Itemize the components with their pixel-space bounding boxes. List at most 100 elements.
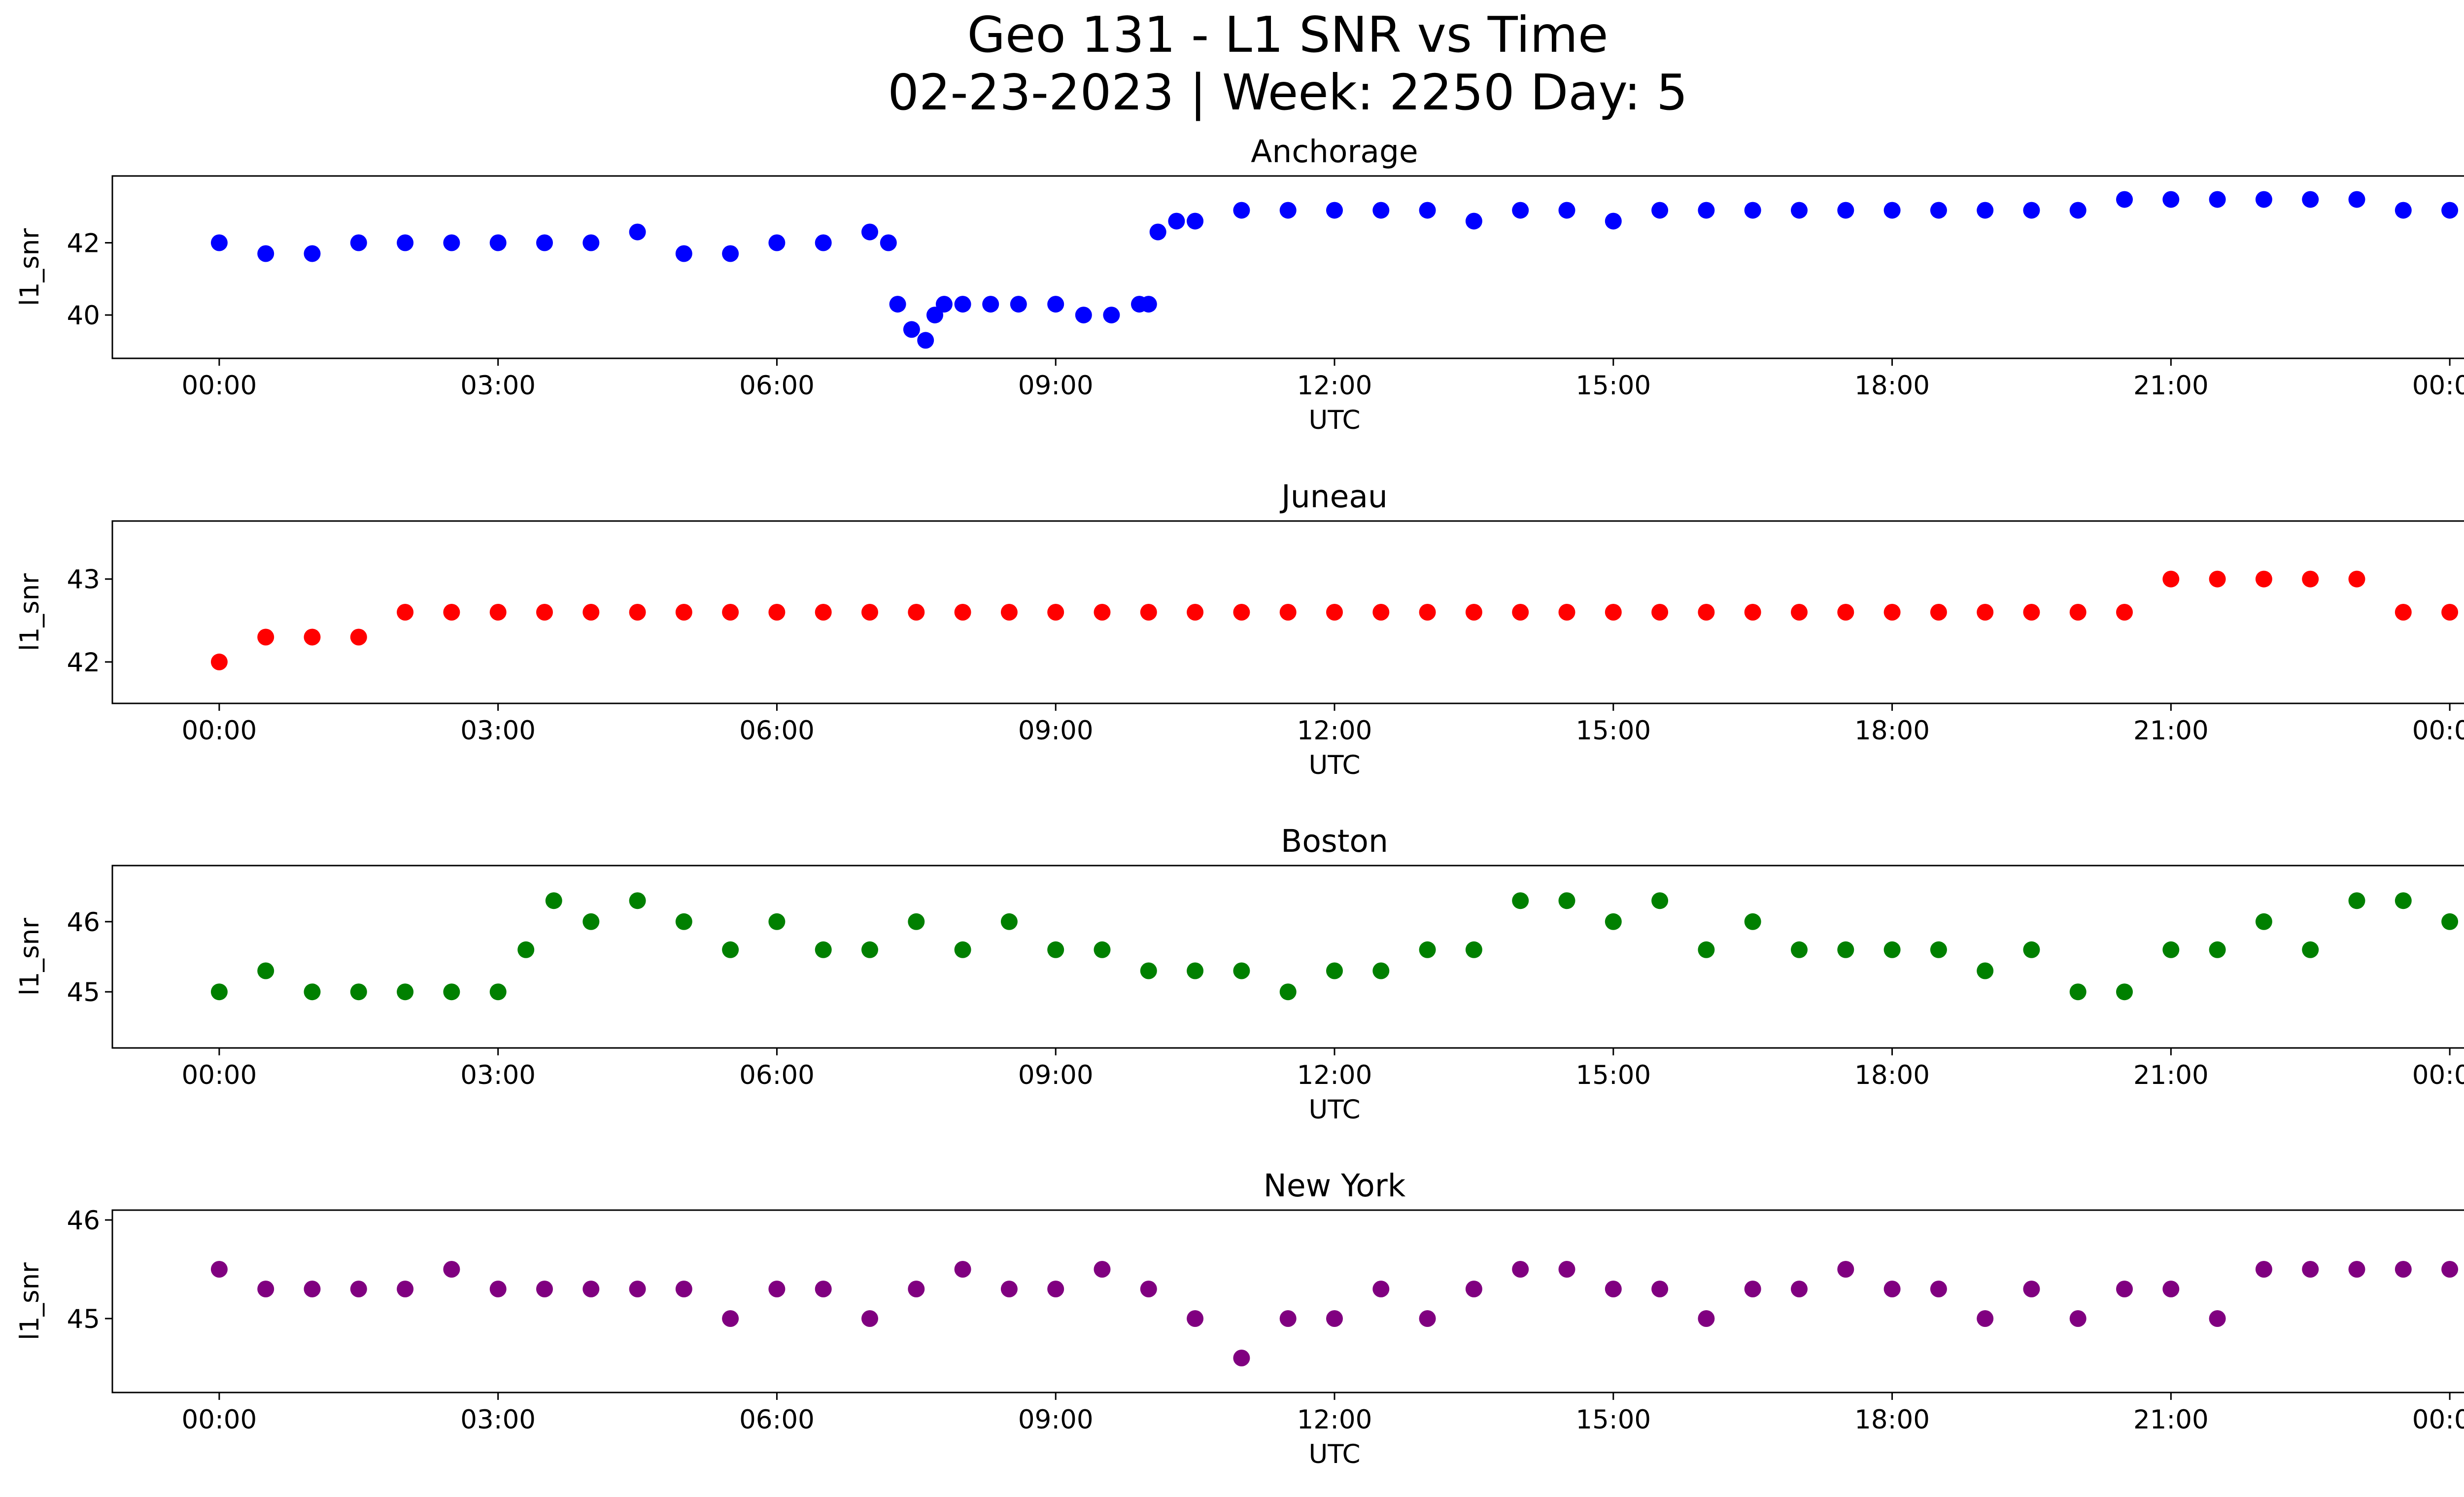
data-point [768, 1281, 786, 1297]
data-point [582, 234, 600, 251]
data-point [2441, 604, 2459, 621]
data-point [629, 1281, 646, 1297]
data-point [1977, 604, 1994, 621]
x-tick-label: 09:00 [1018, 1060, 1094, 1090]
data-point [954, 296, 971, 313]
data-point [1744, 202, 1761, 219]
x-tick-label: 06:00 [739, 371, 815, 401]
data-point [1372, 604, 1390, 621]
data-point [1187, 604, 1204, 621]
data-point [1651, 892, 1669, 909]
subplot-title: Boston [1281, 823, 1388, 859]
data-point [1103, 307, 1120, 324]
data-point [1233, 1350, 1250, 1366]
data-point [1140, 296, 1157, 313]
data-point [1233, 202, 1250, 219]
data-point [2023, 941, 2040, 958]
data-point [982, 296, 999, 313]
x-tick-label: 03:00 [460, 371, 536, 401]
subplot-0: Anchorage 00:00 03:00 06:00 09:00 12:00 15:00 1… [15, 134, 2464, 435]
data-point [582, 913, 600, 930]
data-point [2023, 1281, 2040, 1297]
x-axis-label: UTC [1308, 1095, 1360, 1125]
x-tick-label: 12:00 [1297, 371, 1372, 401]
data-point [2302, 191, 2319, 208]
data-point [1698, 202, 1715, 219]
data-point [1000, 913, 1018, 930]
data-point [1512, 604, 1529, 621]
data-point [1326, 604, 1343, 621]
data-point [1094, 941, 1111, 958]
x-axis-label: UTC [1308, 750, 1360, 780]
data-point [1930, 202, 1947, 219]
data-point [926, 307, 943, 324]
data-point [1930, 604, 1947, 621]
data-point [2209, 1310, 2226, 1327]
data-point [1326, 202, 1343, 219]
data-point [1883, 1281, 1901, 1297]
data-point [768, 234, 786, 251]
data-point [1651, 604, 1669, 621]
data-point [350, 234, 367, 251]
data-point [722, 1310, 739, 1327]
data-point [861, 223, 878, 241]
data-point [954, 941, 971, 958]
data-point [489, 604, 507, 621]
data-point [1791, 941, 1808, 958]
y-tick-label: 45 [67, 1304, 100, 1334]
data-point [2302, 941, 2319, 958]
data-point [1140, 604, 1157, 621]
x-tick-label: 09:00 [1018, 371, 1094, 401]
data-point [1047, 604, 1064, 621]
data-point [954, 1261, 971, 1278]
data-point [2348, 570, 2365, 588]
x-tick-label: 12:00 [1297, 1405, 1372, 1435]
y-tick-label: 40 [67, 301, 100, 331]
data-point [2255, 570, 2272, 588]
data-point [675, 1281, 692, 1297]
data-point [908, 913, 925, 930]
data-point [304, 1281, 321, 1297]
data-point [889, 296, 906, 313]
data-point [815, 604, 832, 621]
x-tick-label: 18:00 [1854, 1060, 1930, 1090]
figure-title-line1: Geo 131 - L1 SNR vs Time [967, 6, 1608, 64]
data-point [2069, 1310, 2087, 1327]
data-point [397, 234, 414, 251]
data-point [489, 234, 507, 251]
data-point [629, 604, 646, 621]
data-point [1233, 604, 1250, 621]
data-point [1605, 212, 1622, 230]
data-point [2162, 191, 2180, 208]
data-point [350, 983, 367, 1001]
data-point [954, 604, 971, 621]
y-tick-label: 46 [67, 1206, 100, 1236]
data-point [1047, 296, 1064, 313]
data-point [443, 1261, 460, 1278]
data-point [2441, 202, 2459, 219]
data-point [1558, 892, 1575, 909]
x-tick-label: 06:00 [739, 1060, 815, 1090]
x-axis-label: UTC [1308, 1439, 1360, 1469]
x-tick-label: 03:00 [460, 1405, 536, 1435]
data-point [1791, 1281, 1808, 1297]
data-point [2069, 202, 2087, 219]
data-point [1140, 1281, 1157, 1297]
data-point [1326, 1310, 1343, 1327]
data-point [489, 1281, 507, 1297]
data-point [1791, 202, 1808, 219]
data-point [257, 245, 274, 262]
data-point [2209, 941, 2226, 958]
data-point [210, 983, 228, 1001]
data-point [1372, 1281, 1390, 1297]
data-point [1279, 1310, 1297, 1327]
data-point [1977, 202, 1994, 219]
data-point [210, 1261, 228, 1278]
data-point [2395, 604, 2412, 621]
data-point [536, 1281, 553, 1297]
data-point [1837, 604, 1854, 621]
x-tick-label: 06:00 [739, 1405, 815, 1435]
data-point [1279, 604, 1297, 621]
y-axis-label: l1_snr [15, 918, 45, 996]
data-point [1930, 941, 1947, 958]
